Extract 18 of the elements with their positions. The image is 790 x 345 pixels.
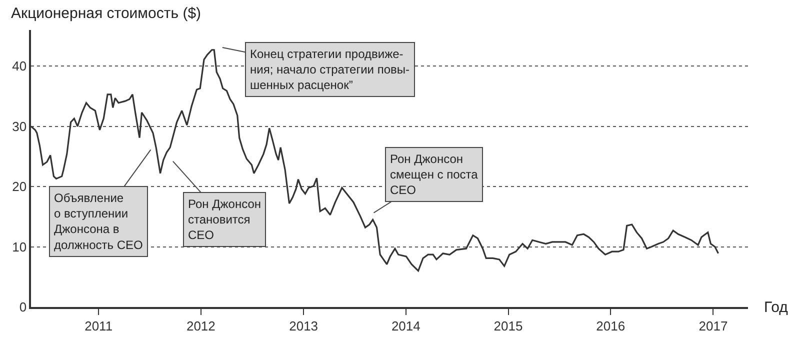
y-tick-label: 20 (12, 179, 27, 194)
x-tick-label: 2016 (596, 318, 626, 334)
x-tick-label: 2017 (698, 318, 728, 334)
x-tick-label: 2013 (289, 318, 318, 334)
x-tick-label: 2012 (186, 318, 216, 334)
annotation: Рон Джонсон становится CEO (188, 197, 262, 242)
y-axis-title: Акционерная стоимость ($) (11, 5, 202, 22)
annotation: Рон Джонсон смещен с поста CEO (390, 152, 478, 198)
x-tick-label: 2011 (84, 318, 113, 334)
x-tick-label: 2015 (494, 318, 523, 334)
y-tick-label: 10 (12, 239, 27, 254)
y-tick-label: 0 (19, 300, 27, 315)
x-axis-title: Год (764, 299, 788, 316)
annotation: Объявление о вступлении Джонсона в должность CEO (54, 191, 143, 252)
y-tick-label: 30 (12, 118, 27, 134)
y-tick-label: 40 (12, 58, 27, 74)
annotation: Конец стратегии продвиже- ния; начало стратегии повы- шенных расценок” (250, 47, 410, 92)
x-tick-label: 2014 (391, 318, 420, 334)
